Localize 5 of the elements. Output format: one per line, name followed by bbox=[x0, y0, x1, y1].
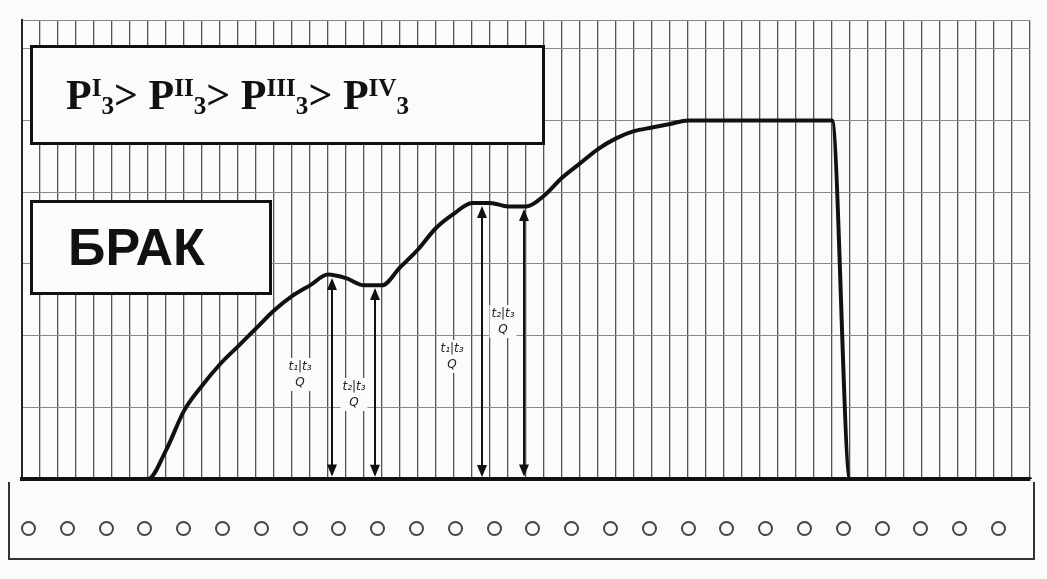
annotation: t₁|t₃ Q bbox=[438, 340, 466, 374]
annotation: t₂|t₃ Q bbox=[340, 378, 368, 412]
annotation: t₂|t₃ Q bbox=[489, 305, 517, 339]
annotation: t₁|t₃ Q bbox=[286, 358, 314, 392]
annotation: БРАК bbox=[68, 217, 205, 279]
